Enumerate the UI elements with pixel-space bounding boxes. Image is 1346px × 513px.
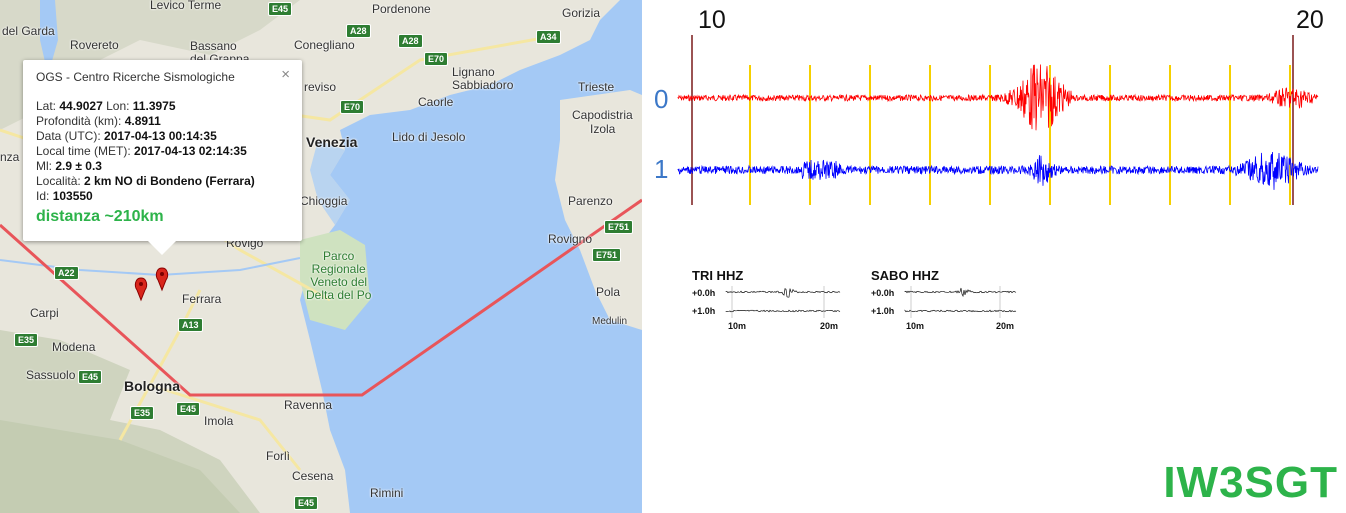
place-chioggia: Chioggia — [300, 194, 348, 208]
place-modena: Modena — [52, 340, 96, 354]
place-garda: del Garda — [2, 24, 55, 38]
place-capodistria: Capodistria — [572, 108, 633, 122]
place-rovereto: Rovereto — [70, 38, 119, 52]
road-shield-e751: E751 — [604, 220, 634, 234]
popup-row-latlon: Lat: 44.9027 Lon: 11.3975 — [36, 99, 176, 113]
road-shield-e45: E45 — [268, 2, 293, 16]
helicorder-trace — [725, 309, 841, 313]
seismogram-traces — [677, 35, 1319, 205]
close-icon[interactable]: × — [281, 66, 290, 83]
place-carpi: Carpi — [30, 306, 59, 320]
road-shield-e45: E45 — [78, 370, 103, 384]
time-label-end: 20 — [1296, 6, 1324, 34]
road-shield-a13: A13 — [178, 318, 203, 332]
popup-distance: distanza ~210km — [36, 208, 164, 225]
place-trieste: Trieste — [578, 80, 615, 94]
station-marker[interactable] — [134, 277, 148, 302]
helicorder-row-label: +1.0h — [692, 306, 716, 316]
earthquake-info-popup: OGS - Centro Ricerche Sismologiche × Lat… — [23, 60, 302, 255]
epicenter-marker[interactable] — [155, 267, 169, 292]
distance-path — [0, 198, 642, 397]
road-shield-e35: E35 — [130, 406, 155, 420]
map-view[interactable]: Pordenone Gorizia Levico Terme del Garda… — [0, 0, 642, 513]
place-forli: Forlì — [266, 449, 290, 463]
place-ravenna: Ravenna — [284, 398, 333, 412]
place-rovigno: Rovigno — [548, 232, 593, 246]
place-pola: Pola — [596, 285, 621, 299]
place-bologna: Bologna — [124, 378, 180, 394]
popup-source: OGS - Centro Ricerche Sismologiche — [36, 70, 235, 84]
helicorder-row-label: +1.0h — [871, 306, 895, 316]
helicorder-trace — [904, 309, 1017, 313]
road-shield-e70: E70 — [424, 52, 449, 66]
helicorder-trace — [725, 288, 841, 298]
popup-row-utc: Data (UTC): 2017-04-13 00:14:35 — [36, 129, 217, 143]
place-ferrara: Ferrara — [182, 292, 222, 306]
map-canvas — [0, 0, 642, 513]
helicorder-trace — [904, 287, 1017, 298]
road-shield-e70: E70 — [340, 100, 365, 114]
place-imola: Imola — [204, 414, 234, 428]
place-levico: Levico Terme — [150, 0, 222, 12]
time-label-start: 10 — [698, 6, 726, 34]
road-shield-e45: E45 — [294, 496, 319, 510]
station-callsign: IW3SGT — [1163, 458, 1338, 507]
popup-row-ml: Ml: 2.9 ± 0.3 — [36, 159, 102, 173]
road-shield-e751: E751 — [592, 248, 622, 262]
popup-row-local: Local time (MET): 2017-04-13 02:14:35 — [36, 144, 247, 158]
helicorder-minute-label: 10m — [906, 321, 925, 331]
place-lignano: Lignano Sabbiadoro — [452, 65, 514, 92]
road-shield-e45: E45 — [176, 402, 201, 416]
popup-row-id: Id: 103550 — [36, 189, 93, 203]
road-shield-e35: E35 — [14, 333, 39, 347]
place-caorle: Caorle — [418, 95, 454, 109]
channel-label-1: 1 — [654, 154, 669, 184]
helicorder-title-tri: TRI HHZ — [692, 268, 744, 283]
popup-row-location: Località: 2 km NO di Bondeno (Ferrara) — [36, 174, 255, 188]
place-park: Parco Regionale Veneto del Delta del Po — [306, 249, 372, 302]
place-pordenone: Pordenone — [372, 2, 431, 16]
helicorder-minute-label: 20m — [820, 321, 839, 331]
helicorder-title-sabo: SABO HHZ — [871, 268, 939, 283]
seismogram-panel: 10 20 0 1 TRI HHZ +0.0h +1.0h 10m 20m SA… — [642, 0, 1346, 513]
helicorder-minute-label: 10m — [728, 321, 747, 331]
place-cesena: Cesena — [292, 469, 334, 483]
place-treviso: reviso — [304, 80, 337, 94]
channel-label-0: 0 — [654, 84, 669, 114]
helicorder-row-label: +0.0h — [871, 288, 895, 298]
road-shield-a28: A28 — [346, 24, 371, 38]
popup-row-depth: Profondità (km): 4.8911 — [36, 114, 161, 128]
place-jesolo: Lido di Jesolo — [392, 130, 466, 144]
helicorder-plots — [725, 286, 1017, 318]
place-conegliano: Conegliano — [294, 38, 355, 52]
popup-details: Lat: 44.9027 Lon: 11.3975 Profondità (km… — [36, 99, 255, 204]
place-venezia: Venezia — [306, 134, 358, 150]
helicorder-minute-label: 20m — [996, 321, 1015, 331]
trace-channel-1 — [677, 151, 1319, 190]
road-shield-a22: A22 — [54, 266, 79, 280]
road-shield-a34: A34 — [536, 30, 561, 44]
place-parenzo: Parenzo — [568, 194, 613, 208]
trace-channel-0 — [677, 64, 1319, 131]
place-rimini: Rimini — [370, 486, 404, 500]
place-gorizia: Gorizia — [562, 6, 601, 20]
road-shield-a28: A28 — [398, 34, 423, 48]
place-izola: Izola — [590, 122, 616, 136]
place-sassuolo: Sassuolo — [26, 368, 76, 382]
place-nza: nza — [0, 150, 20, 164]
helicorder-row-label: +0.0h — [692, 288, 716, 298]
place-medulin: Medulin — [592, 316, 628, 327]
